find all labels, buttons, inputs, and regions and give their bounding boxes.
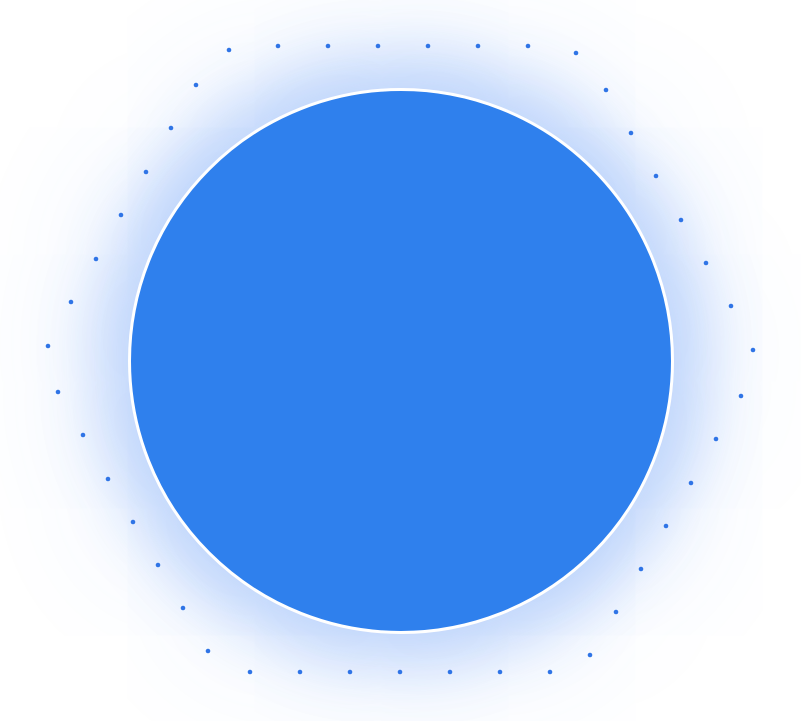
blue-circle	[128, 88, 674, 634]
dot	[573, 50, 579, 56]
dot	[638, 566, 644, 572]
dot	[45, 343, 51, 349]
dot	[80, 432, 86, 438]
dot	[547, 669, 553, 675]
dot	[375, 43, 381, 49]
dot	[613, 609, 619, 615]
dot	[653, 173, 659, 179]
dot	[663, 523, 669, 529]
dot	[168, 125, 174, 131]
dot	[180, 605, 186, 611]
dot	[130, 519, 136, 525]
dot	[628, 130, 634, 136]
dot	[68, 299, 74, 305]
dot	[325, 43, 331, 49]
dot	[193, 82, 199, 88]
dot	[738, 393, 744, 399]
dot	[118, 212, 124, 218]
dot	[603, 87, 609, 93]
dot	[297, 669, 303, 675]
dot	[587, 652, 593, 658]
dot	[205, 648, 211, 654]
dot	[750, 347, 756, 353]
dot	[347, 669, 353, 675]
dot	[397, 669, 403, 675]
dot	[93, 256, 99, 262]
dot	[678, 217, 684, 223]
dot	[728, 303, 734, 309]
dot	[275, 43, 281, 49]
dot	[447, 669, 453, 675]
dot	[155, 562, 161, 568]
dot	[247, 669, 253, 675]
dot	[425, 43, 431, 49]
dot	[475, 43, 481, 49]
dot	[226, 47, 232, 53]
dot	[525, 43, 531, 49]
dot	[143, 169, 149, 175]
dot	[713, 436, 719, 442]
dot	[688, 480, 694, 486]
dot	[703, 260, 709, 266]
dot	[497, 669, 503, 675]
dot	[55, 389, 61, 395]
dot	[105, 476, 111, 482]
